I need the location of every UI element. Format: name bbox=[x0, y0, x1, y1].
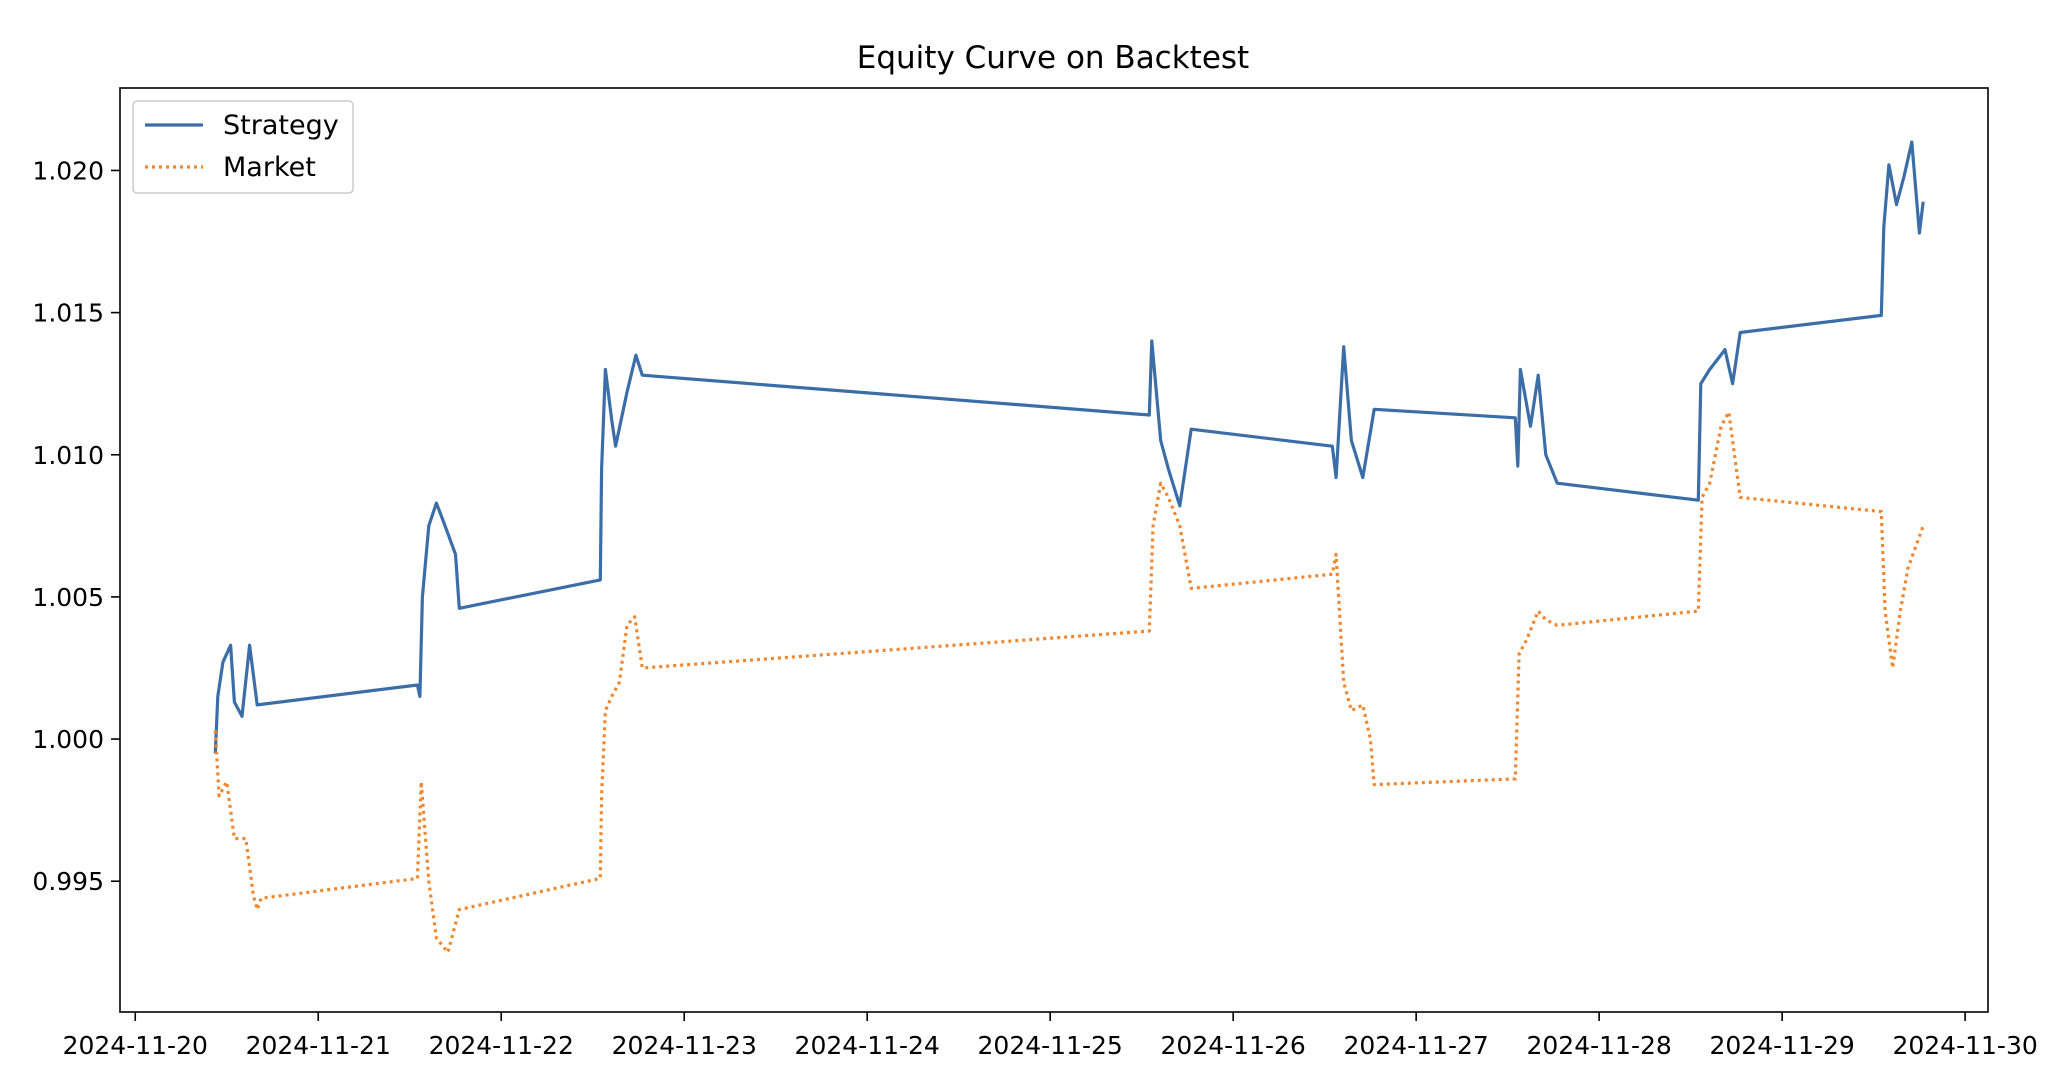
x-tick-label: 2024-11-21 bbox=[246, 1031, 391, 1060]
x-tick-label: 2024-11-30 bbox=[1892, 1031, 2037, 1060]
series-line-market bbox=[213, 410, 1925, 954]
x-tick-label: 2024-11-23 bbox=[612, 1031, 757, 1060]
x-tick-label: 2024-11-25 bbox=[978, 1031, 1123, 1060]
plot-frame bbox=[119, 87, 1989, 1013]
y-tick-label: 1.000 bbox=[32, 725, 104, 754]
x-tick-label: 2024-11-24 bbox=[795, 1031, 940, 1060]
plot-area bbox=[213, 140, 1925, 954]
y-tick-label: 1.020 bbox=[32, 156, 104, 185]
x-tick-label: 2024-11-28 bbox=[1527, 1031, 1672, 1060]
legend: Strategy Market bbox=[132, 100, 354, 194]
x-tick-label: 2024-11-22 bbox=[429, 1031, 574, 1060]
y-tick-label: 1.010 bbox=[32, 441, 104, 470]
x-tick-label: 2024-11-29 bbox=[1709, 1031, 1854, 1060]
y-tick-label: 0.995 bbox=[32, 867, 104, 896]
x-tick-label: 2024-11-26 bbox=[1161, 1031, 1306, 1060]
chart-title: Equity Curve on Backtest bbox=[857, 40, 1249, 76]
series-line-strategy bbox=[213, 140, 1925, 754]
legend-label-strategy: Strategy bbox=[223, 110, 339, 141]
x-tick-label: 2024-11-27 bbox=[1344, 1031, 1489, 1060]
x-axis: 2024-11-20 2024-11-21 2024-11-22 2024-11-23… bbox=[63, 1012, 2038, 1060]
y-tick-label: 1.005 bbox=[32, 583, 104, 612]
y-axis: 0.995 1.000 1.005 1.010 1.015 1.020 bbox=[32, 156, 120, 896]
legend-label-market: Market bbox=[223, 152, 316, 183]
x-tick-label: 2024-11-20 bbox=[63, 1031, 208, 1060]
y-tick-label: 1.015 bbox=[32, 299, 104, 328]
